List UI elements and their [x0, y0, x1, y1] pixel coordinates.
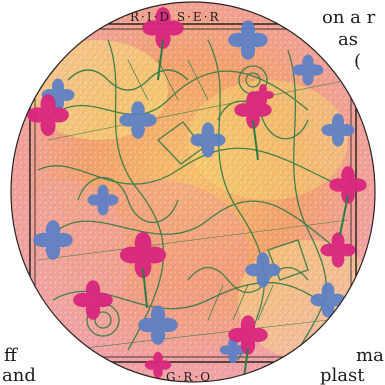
- text-fragment-bottom-right-1: ma: [356, 345, 384, 366]
- magenta-flower-icon: [340, 47, 366, 73]
- circle-border: [10, 1, 376, 383]
- artwork-bottom-caption: G·R·O: [166, 370, 212, 384]
- text-fragment-bottom-right-2: plast: [320, 365, 365, 385]
- text-fragment-top-right-3: (: [354, 51, 362, 72]
- text-fragment-bottom-left-2: and: [2, 365, 36, 385]
- circular-artwork: R·I·D S·E·R G·R·O: [8, 0, 378, 385]
- artwork-svg: R·I·D S·E·R G·R·O: [10, 1, 376, 384]
- artwork-top-caption: R·I·D S·E·R: [130, 10, 220, 24]
- text-fragment-top-right-2: as: [338, 29, 358, 50]
- text-fragment-bottom-left-1: ff: [4, 345, 17, 366]
- text-fragment-top-right-1: on a r: [322, 7, 376, 28]
